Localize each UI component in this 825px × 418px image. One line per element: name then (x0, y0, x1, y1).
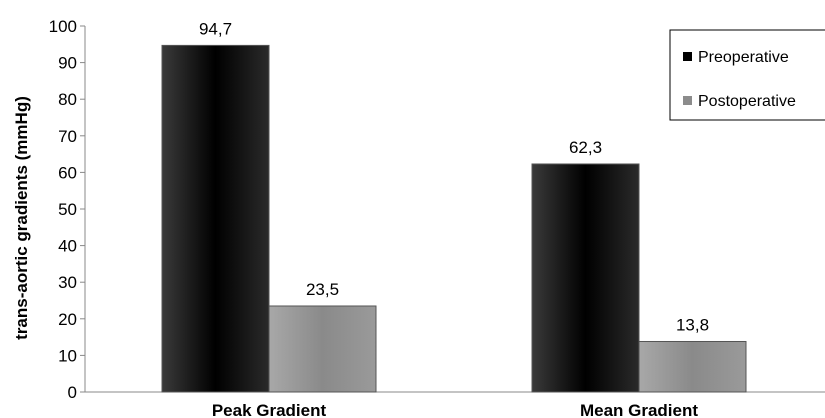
category-label: Mean Gradient (580, 401, 698, 418)
y-tick-label: 100 (49, 17, 77, 36)
bar-postoperative-peak-gradient (268, 305, 377, 393)
bar-preoperative-mean-gradient (531, 163, 640, 393)
y-tick-label: 10 (58, 346, 77, 365)
data-labels-group: 94,7 23,5 62,3 13,8 (199, 19, 709, 334)
category-label: Peak Gradient (212, 401, 327, 418)
y-tick-label: 40 (58, 237, 77, 256)
legend-frame (669, 29, 825, 121)
y-axis-label: trans-aortic gradients (mmHg) (12, 96, 31, 340)
data-label: 94,7 (199, 19, 232, 38)
legend-label-postoperative: Postoperative (698, 93, 796, 110)
y-tick-label: 60 (58, 163, 77, 182)
bar-postoperative-mean-gradient (638, 340, 747, 393)
y-tick-label: 20 (58, 310, 77, 329)
y-tick-label: 30 (58, 273, 77, 292)
legend: Preoperative Postoperative (669, 29, 825, 121)
y-tick-label: 50 (58, 200, 77, 219)
legend-swatch-preoperative (683, 52, 692, 61)
legend-swatch-postoperative (683, 96, 692, 105)
y-tick-label: 0 (68, 383, 77, 402)
y-tick-label: 70 (58, 127, 77, 146)
data-label: 23,5 (306, 280, 339, 299)
data-label: 62,3 (569, 138, 602, 157)
data-label: 13,8 (676, 315, 709, 334)
bar-preoperative-peak-gradient (161, 44, 270, 393)
y-axis-ticks: 0 10 20 30 40 50 60 70 80 90 100 (49, 17, 85, 402)
bars-group (161, 44, 747, 393)
y-tick-label: 90 (58, 54, 77, 73)
legend-label-preoperative: Preoperative (698, 49, 789, 66)
y-tick-label: 80 (58, 90, 77, 109)
category-labels-group: Peak Gradient Mean Gradient (212, 401, 699, 418)
